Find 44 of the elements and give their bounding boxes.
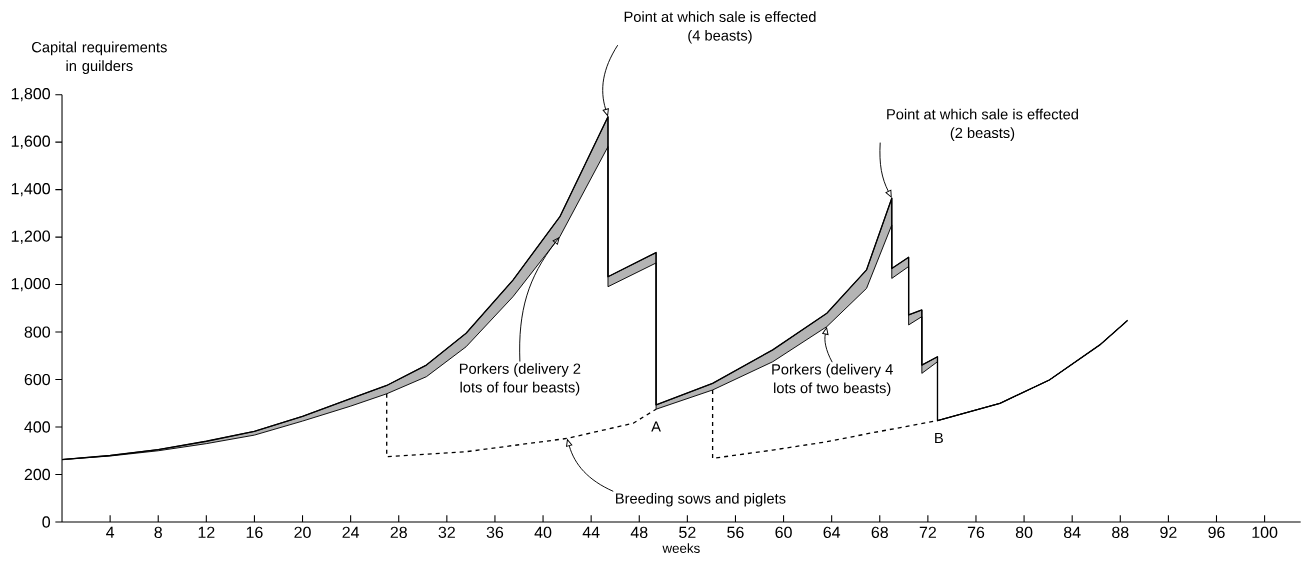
x-tick-label: 36	[486, 526, 504, 539]
x-tick-label: 44	[582, 526, 600, 538]
y-tick-label: 1,000	[11, 277, 51, 292]
x-tick-label: 16	[246, 526, 263, 539]
annotation: Porkers (delivery 2 lots of four beasts)	[459, 363, 581, 396]
x-tick-label: 100	[1252, 526, 1278, 539]
x-tick-label: 8	[154, 526, 162, 539]
annotation: B	[935, 432, 943, 443]
x-tick-label: 84	[1063, 526, 1081, 539]
x-tick-label: 24	[342, 526, 360, 538]
y-tick-label: 1,400	[11, 183, 51, 197]
y-tick-label: 1,200	[11, 230, 51, 244]
x-tick-label: 12	[198, 526, 215, 538]
x-tick-label: 20	[294, 526, 311, 539]
x-axis-title: weeks	[662, 543, 700, 553]
x-tick-label: 40	[534, 526, 552, 539]
x-tick-label: 76	[967, 526, 985, 539]
x-tick-label: 52	[679, 526, 696, 539]
y-tick-label: 400	[24, 421, 51, 433]
x-tick-label: 96	[1208, 526, 1225, 539]
annotation: Porkers (delivery 4 lots of two beasts)	[772, 363, 893, 397]
x-tick-label: 68	[871, 526, 888, 539]
annotation: A	[651, 421, 661, 432]
y-tick-label: 800	[24, 326, 51, 338]
y-tick-label: 600	[24, 373, 51, 386]
x-tick-label: 92	[1160, 526, 1177, 539]
x-tick-label: 48	[630, 526, 648, 539]
x-tick-label: 56	[727, 526, 744, 539]
annotation: Point at which sale is effected (2 beasts)	[887, 108, 1078, 141]
annotation: Point at which sale is effected (4 beasts)	[624, 11, 816, 44]
y-tick-label: 0	[42, 516, 51, 528]
y-tick-label: 1,800	[11, 88, 51, 102]
x-tick-label: 28	[390, 526, 407, 539]
x-tick-label: 80	[1015, 526, 1033, 539]
x-tick-label: 64	[823, 526, 841, 539]
annotation: Breeding sows and piglets	[616, 492, 786, 507]
x-tick-label: 72	[919, 526, 936, 538]
x-tick-label: 60	[775, 526, 792, 539]
y-axis-title: Capital requirements in guilders	[32, 41, 167, 74]
y-tick-label: 200	[24, 468, 51, 481]
x-tick-label: 88	[1112, 526, 1129, 539]
x-tick-label: 4	[106, 526, 115, 538]
y-tick-label: 1,600	[11, 135, 51, 149]
x-tick-label: 32	[438, 526, 455, 539]
